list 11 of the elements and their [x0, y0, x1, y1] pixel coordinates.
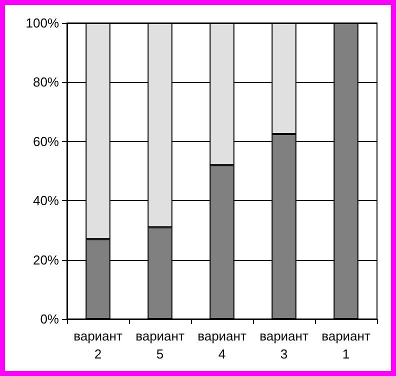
y-tick-label: 80%	[32, 74, 60, 90]
x-tick-label: вариант 4	[198, 328, 246, 362]
x-tick-label: вариант 5	[136, 328, 184, 362]
y-tick-label: 60%	[32, 134, 60, 149]
y-tick-label: 0%	[40, 312, 60, 326]
y-tick-label: 100%	[26, 16, 60, 30]
y-tick-label: 20%	[32, 252, 60, 268]
x-tick-label: вариант 1	[322, 328, 370, 362]
y-tick-label: 40%	[32, 193, 60, 208]
x-tick-label: вариант 3	[260, 328, 308, 362]
x-tick-label: вариант 2	[74, 328, 122, 362]
